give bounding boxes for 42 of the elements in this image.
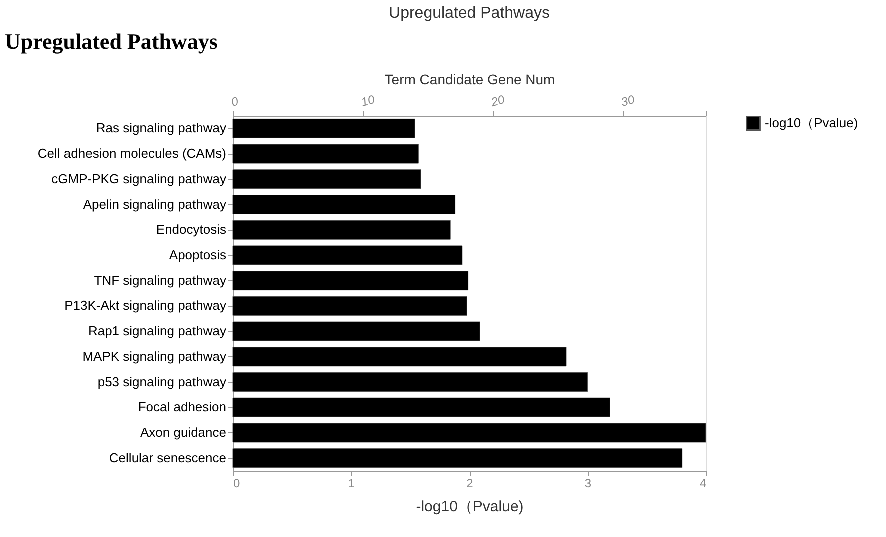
x2-tick-label: 0 [230,94,240,110]
bar [232,398,610,418]
x-tick-label: 4 [700,476,707,490]
x-tick-label: 2 [466,476,474,490]
bar [232,195,456,214]
y-tick-label: Ras signaling pathway [96,120,227,136]
bar [232,448,683,468]
x-tick-label: 1 [348,476,356,490]
y-tick-label: Focal adhesion [138,400,226,415]
bar [232,118,416,138]
y-tick-label: Apoptosis [169,247,227,262]
bar [232,423,706,443]
bar [232,372,588,392]
y-tick-label: Cell adhesion molecules (CAMs) [38,146,226,162]
x-axis-title: -log10（Pvalue) [416,498,524,516]
bar [232,170,422,190]
y-tick-label: Axon guidance [140,424,226,440]
x-tick-label: 0 [234,476,240,490]
legend-label: -log10（Pvalue) [765,116,858,130]
y-tick-label: P13K-Akt signaling pathway [64,298,227,314]
y-tick-label: Rap1 signaling pathway [88,324,227,339]
x2-tick-label: 20 [488,92,507,110]
chart-title: Upregulated Pathways [389,5,550,22]
bar [232,220,451,240]
bar [232,144,419,164]
y-tick-label: Cellular senescence [109,450,226,466]
y-tick-label: Endocytosis [156,222,227,238]
bar [232,296,468,316]
x2-axis-title: Term Candidate Gene Num [384,71,556,88]
bar [232,271,469,291]
y-tick-label: cGMP-PKG signaling pathway [52,171,227,186]
y-tick-label: TNF signaling pathway [94,272,227,288]
bar [232,246,463,266]
x2-tick-label: 30 [620,92,637,110]
y-tick-label: p53 signaling pathway [98,374,227,390]
text: Upregulated Pathways [5,29,218,54]
y-tick-label: MAPK signaling pathway [82,348,227,364]
y-tick-label: Apelin signaling pathway [83,196,227,212]
bar [232,322,480,342]
x2-tick-label: 10 [360,92,377,110]
x-tick-label: 3 [584,476,592,490]
bar [232,347,567,367]
